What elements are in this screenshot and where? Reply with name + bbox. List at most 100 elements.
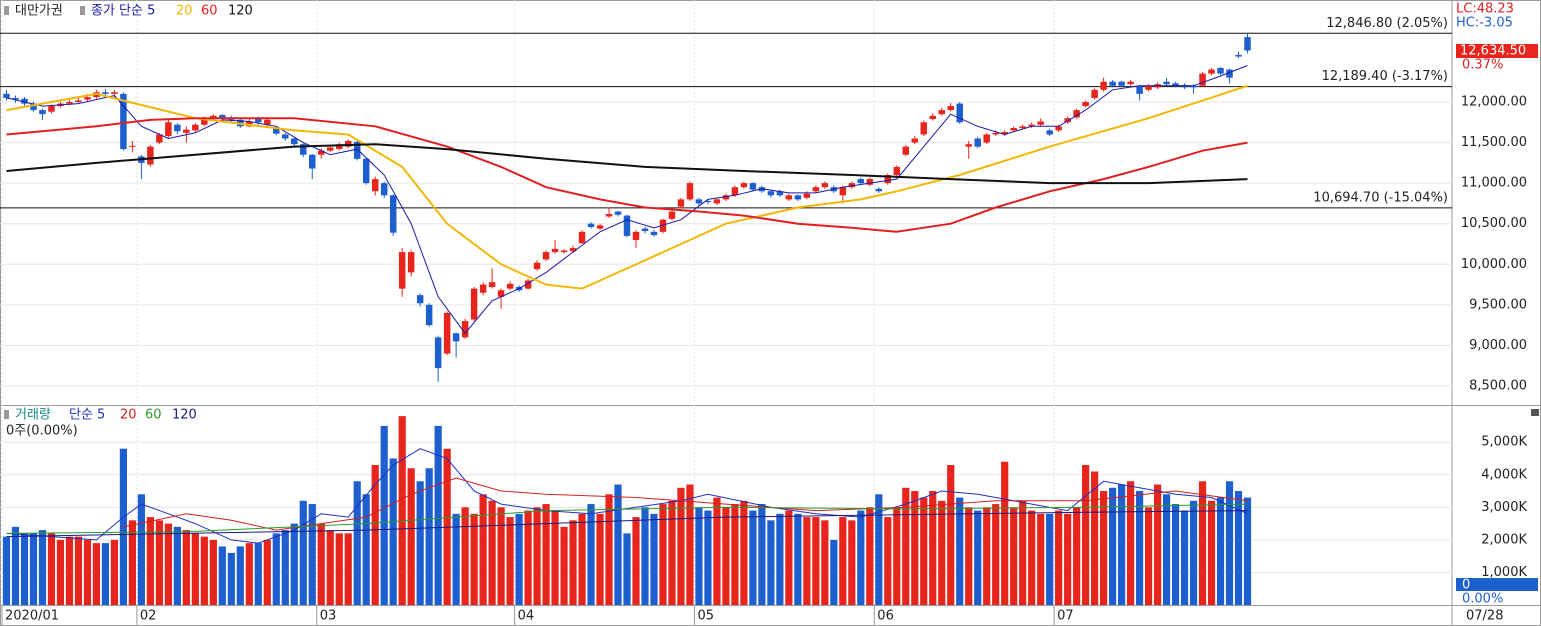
volume-bar [839,517,847,605]
volume-bar [605,494,613,605]
volume-bar [641,507,649,605]
candle-body [21,98,28,104]
candle-body [291,138,298,145]
candle-body [704,200,712,202]
y-tick-label: 8,500.00 [1469,379,1527,394]
volume-bar [317,523,325,605]
volume-bar [1234,491,1243,605]
candle-body [947,106,954,111]
volume-bar [434,425,442,605]
panel-button[interactable] [1531,409,1539,416]
volume-bar [290,523,298,605]
reference-label: 12,189.40 (-3.17%) [1322,69,1448,84]
volume-bar [245,543,253,605]
candle-body [192,124,199,131]
volume-bar [551,510,559,605]
volume-bar [623,533,631,605]
legend-marker [4,6,9,15]
candle-body [255,118,262,123]
volume-bar [371,464,379,605]
volume-bar [704,510,712,605]
y-tick-label: 10,000.00 [1461,257,1527,272]
candle-body [219,114,226,119]
volume-bar [1198,481,1207,605]
candle-body [1100,81,1107,90]
volume-bar [272,533,280,605]
volume-bar [659,504,667,605]
candle-body [174,124,181,132]
candle-body [632,231,640,240]
volume-bar [1153,484,1162,605]
candle-body [848,183,856,188]
candle-body [210,115,217,119]
volume-bar [263,539,271,605]
last-price-box [1456,44,1538,58]
volume-bar [875,494,883,605]
moving-average-line [6,117,1248,233]
volume-bar [686,484,694,605]
candle-body [596,225,604,229]
volume-bar [101,543,110,605]
candle-body [264,119,271,125]
candle-body [1199,73,1206,86]
candle-body [1244,37,1251,51]
volume-bar [956,497,964,605]
candle-body [1217,67,1224,74]
candle-body [1028,124,1035,127]
candle-body [749,183,757,190]
volume-bar [1055,510,1063,605]
x-tick-label: 2020/01 [5,609,59,624]
candle-body [120,93,127,150]
candle-body [722,195,730,200]
volume-bar [488,500,496,605]
candle-body [156,134,163,143]
volume-bar [587,504,595,605]
volume-bar [785,510,793,605]
volume-bar [947,464,955,605]
candle-body [542,252,550,260]
volume-bar [1073,507,1081,605]
volume-bar [515,513,523,605]
candle-body [1091,89,1098,98]
volume-bar [821,520,829,605]
volume-bar [722,507,730,605]
volume-bar [83,539,92,605]
volume-bar [191,533,199,605]
volume-bar [344,533,352,605]
volume-bar [596,513,604,605]
candle-body [1064,118,1071,123]
candle-body [551,248,559,253]
y-tick-label: 11,500.00 [1461,135,1527,150]
volume-bar [542,504,550,605]
volume-bar [731,504,739,605]
candle-body [282,134,289,139]
candle-body [902,146,910,155]
volume-bar [20,533,29,605]
volume-bar [1100,491,1108,605]
candle-body [803,193,811,198]
volume-bar [713,497,721,605]
candle-body [884,175,892,184]
volume-bar [965,507,973,605]
y-tick-label: 11,000.00 [1461,176,1527,191]
candle-body [3,93,10,98]
x-tick-label: 05 [697,609,714,624]
y-tick-label: 3,000K [1481,500,1527,515]
reference-label: 10,694.70 (-15.04%) [1313,190,1448,205]
candle-body [102,92,109,94]
volume-bar [389,458,397,605]
volume-bar [1162,494,1171,605]
volume-bar [1028,510,1036,605]
candle-body [1190,85,1197,88]
candle-body [1046,130,1053,135]
candle-body [353,141,361,159]
candle-body [767,191,775,196]
legend-marker [4,410,9,419]
candle-body [183,129,190,133]
volume-bar [452,513,460,605]
y-tick-label: 10,500.00 [1461,216,1527,231]
volume-bar [983,507,991,605]
hc-label: HC:-3.05 [1456,16,1513,31]
volume-bar [164,523,172,605]
candle-body [605,213,613,217]
